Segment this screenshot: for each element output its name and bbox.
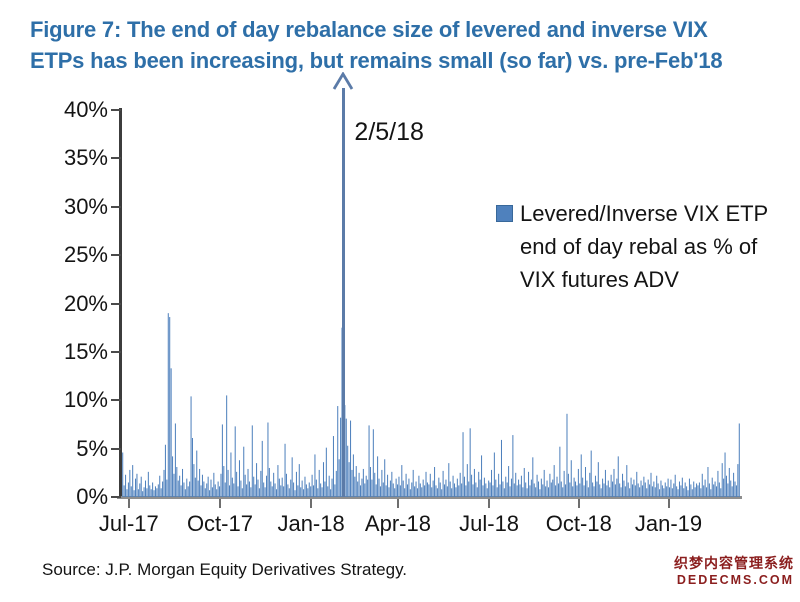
y-tick-mark	[111, 157, 121, 160]
y-tick-mark	[111, 205, 121, 208]
y-axis-label: 30%	[63, 193, 108, 219]
y-tick-mark	[111, 350, 121, 353]
y-axis-label: 20%	[63, 290, 108, 316]
x-tick-mark	[396, 499, 399, 508]
figure-title: Figure 7: The end of day rebalance size …	[30, 14, 780, 76]
y-axis-label: 35%	[63, 145, 108, 171]
y-tick-mark	[111, 399, 121, 402]
x-axis-label: Oct-17	[186, 511, 253, 536]
legend-line-1: Levered/Inverse VIX ETP	[520, 201, 769, 226]
watermark: 织梦内容管理系统 DEDECMS.COM	[674, 555, 794, 589]
x-axis-label: Jan-19	[634, 511, 703, 536]
y-tick-mark	[111, 496, 121, 498]
x-tick-mark	[667, 499, 670, 508]
legend: Levered/Inverse VIX ETP end of day rebal…	[496, 197, 796, 296]
y-axis-label: 25%	[63, 242, 108, 268]
y-tick-mark	[111, 254, 121, 257]
watermark-site-text: DEDECMS.COM	[676, 573, 794, 587]
figure-title-line-2: ETPs has been increasing, but remains sm…	[30, 48, 723, 73]
spike-date-annotation: 2/5/18	[354, 118, 424, 146]
y-tick-mark	[111, 302, 121, 305]
x-axis-label: Oct-18	[545, 511, 612, 536]
x-axis-label: Apr-18	[364, 511, 431, 536]
y-axis-label: 10%	[63, 387, 108, 413]
legend-marker-icon	[496, 205, 513, 222]
x-axis-label: Jul-17	[98, 511, 159, 536]
x-axis-line	[117, 496, 742, 499]
x-tick-mark	[577, 499, 580, 508]
x-tick-mark	[488, 499, 491, 508]
figure-title-line-1: Figure 7: The end of day rebalance size …	[30, 17, 708, 42]
legend-line-2: end of day rebal as % of	[520, 234, 758, 259]
y-tick-mark	[111, 109, 121, 111]
x-tick-mark	[127, 499, 130, 508]
y-axis-label: 40%	[63, 97, 108, 122]
x-tick-mark	[218, 499, 221, 508]
y-axis-label: 0%	[76, 484, 108, 509]
x-tick-mark	[310, 499, 313, 508]
y-axis-label: 5%	[76, 435, 108, 461]
y-tick-mark	[111, 447, 121, 450]
legend-line-3: VIX futures ADV	[520, 267, 679, 292]
legend-text: Levered/Inverse VIX ETP end of day rebal…	[520, 197, 768, 296]
watermark-cn-text: 织梦内容管理系统	[674, 555, 794, 571]
source-note: Source: J.P. Morgan Equity Derivatives S…	[42, 560, 408, 579]
bar-series	[122, 110, 740, 497]
x-axis-label: Jul-18	[459, 511, 520, 536]
y-axis-label: 15%	[63, 338, 108, 364]
arrow-up-icon	[333, 72, 354, 90]
x-axis-label: Jan-18	[277, 511, 345, 536]
offscale-spike-arrow-shaft	[341, 88, 345, 497]
